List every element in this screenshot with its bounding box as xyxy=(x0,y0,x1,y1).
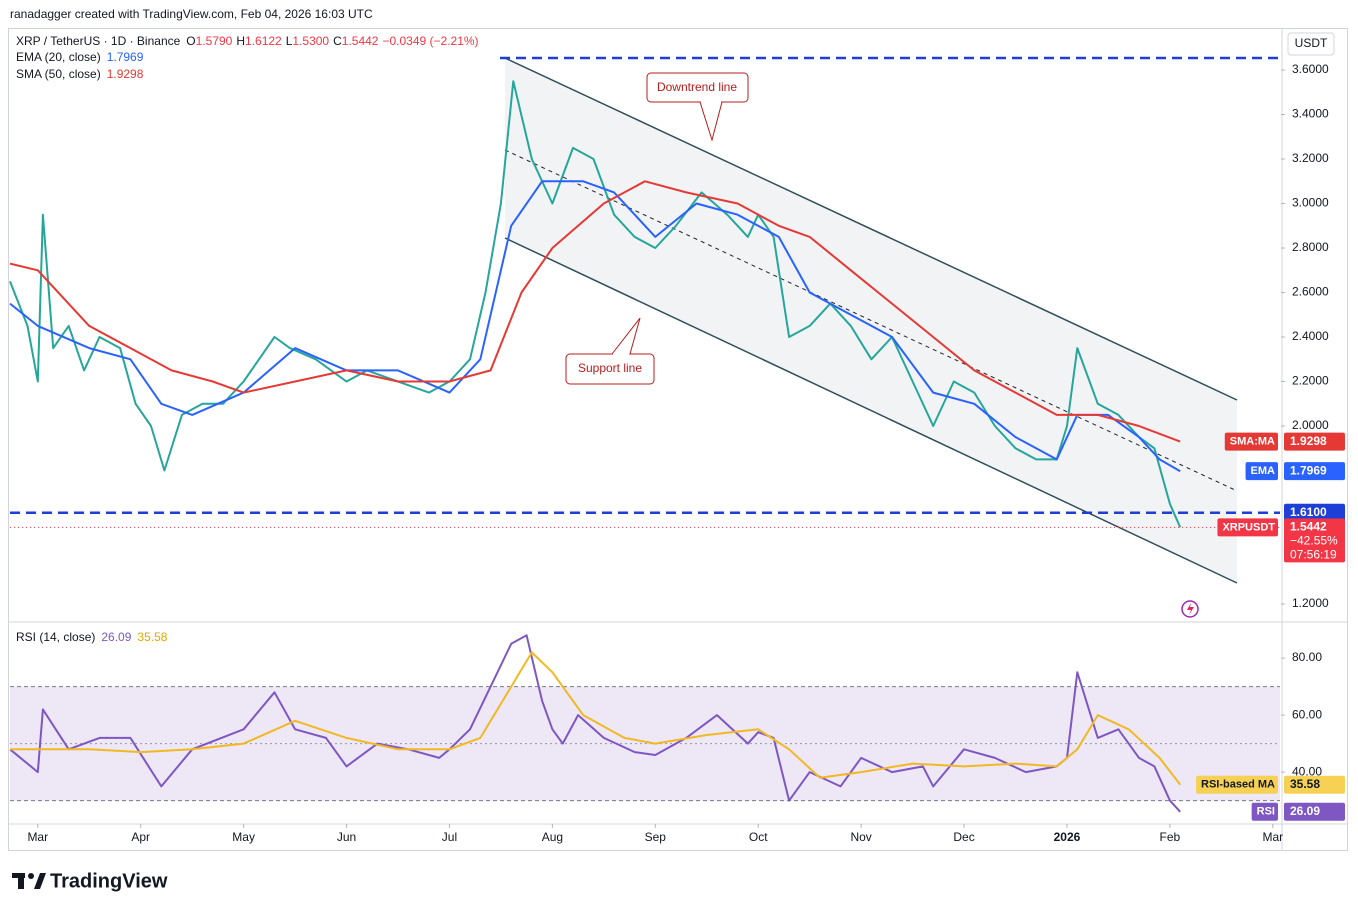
badge-name: SMA:MA xyxy=(1230,436,1275,448)
y-tick-label: 40.00 xyxy=(1292,764,1322,778)
x-tick-label: Feb xyxy=(1160,830,1181,844)
badge-name-box xyxy=(1217,518,1278,537)
x-tick-label: Apr xyxy=(131,830,150,844)
frame xyxy=(8,28,1348,851)
x-tick-label: Aug xyxy=(542,830,563,844)
y-tick-label: 60.00 xyxy=(1292,707,1322,721)
change: −0.0349 (−2.21%) xyxy=(382,34,478,48)
series-line xyxy=(10,651,1181,786)
y-tick-label: 3.2000 xyxy=(1292,151,1329,165)
series-line xyxy=(9,180,1181,443)
series-line xyxy=(9,634,1181,813)
x-tick-label: May xyxy=(232,830,255,844)
series-line xyxy=(9,180,1181,473)
badge-value: 1.9298 xyxy=(1290,434,1327,448)
y-tick-label: 2.8000 xyxy=(1292,240,1329,254)
ohlc-value: 1.6122 xyxy=(245,34,282,48)
legend-value: 35.58 xyxy=(137,630,167,644)
legend-label: EMA (20, close) xyxy=(16,50,101,64)
ohlc-value: 1.5300 xyxy=(292,34,329,48)
x-tick-label: Oct xyxy=(749,830,768,844)
annotation-box xyxy=(565,353,655,385)
legend-value: 26.09 xyxy=(101,630,131,644)
legend-label: RSI (14, close) xyxy=(16,630,95,644)
badge-value-box xyxy=(1284,775,1345,794)
y-tick-label: 80.00 xyxy=(1292,650,1322,664)
ohlc-label: C xyxy=(333,34,342,48)
y-tick-label: 1.2000 xyxy=(1292,596,1329,610)
support-line xyxy=(504,237,1238,584)
x-tick-label: 2026 xyxy=(1054,830,1081,844)
logo-part xyxy=(34,873,46,889)
symbol: XRP / TetherUS · 1D · Binance xyxy=(16,34,181,48)
annotation-pointer xyxy=(611,317,641,355)
badge-name: XRPUSDT xyxy=(1222,521,1275,533)
badge-extra: 07:56:19 xyxy=(1290,548,1337,562)
x-tick-label: Mar xyxy=(27,830,48,844)
annotation-box xyxy=(646,72,749,103)
legend-value: 1.9298 xyxy=(107,67,144,81)
x-tick-label: Jun xyxy=(337,830,356,844)
unit-label[interactable]: USDT xyxy=(1295,36,1328,50)
ohlc-label: L xyxy=(286,34,293,48)
ohlc-label: H xyxy=(236,34,245,48)
badge-value: 1.7969 xyxy=(1290,463,1327,477)
ohlc-value: 1.5790 xyxy=(196,34,233,48)
badge-value-box xyxy=(1284,802,1345,821)
badge-value: 35.58 xyxy=(1290,777,1320,791)
legend-label: SMA (50, close) xyxy=(16,67,101,81)
credit: ranadagger created with TradingView.com,… xyxy=(10,7,373,21)
badge-value-box xyxy=(1284,518,1345,563)
ohlc-value: 1.5442 xyxy=(342,34,379,48)
badge-name: RSI xyxy=(1257,806,1275,818)
badge-value-box xyxy=(1284,432,1345,451)
badge-name: RSI-based MA xyxy=(1201,779,1275,791)
badge-value: 26.09 xyxy=(1290,804,1320,818)
downtrend-line xyxy=(504,57,1238,401)
symbol-legend: XRP / TetherUS · 1D · Binance O1.5790 H1.6… xyxy=(16,34,479,48)
annotation-text: Downtrend line xyxy=(657,80,737,94)
y-tick-label: 2.6000 xyxy=(1292,285,1329,299)
brand-logo xyxy=(12,873,46,889)
x-tick-label: Sep xyxy=(645,830,667,844)
badge-name-box xyxy=(1224,432,1278,451)
y-tick-label: 3.4000 xyxy=(1292,107,1329,121)
y-tick-label: 3.6000 xyxy=(1292,62,1329,76)
badge-value-box xyxy=(1284,462,1345,481)
ema-legend: EMA (20, close) 1.7969 xyxy=(16,50,144,64)
ohlc-label: O xyxy=(186,34,195,48)
x-tick-label: Mar xyxy=(1262,830,1283,844)
alert-bolt xyxy=(1187,603,1194,615)
badge-name-box xyxy=(1251,802,1278,821)
channel-midline xyxy=(504,149,1236,491)
level-label: 1.6100 xyxy=(1290,505,1327,519)
series-line xyxy=(9,80,1182,528)
badge-extra: −42.55% xyxy=(1290,534,1338,548)
rsi-legend: RSI (14, close) 26.09 35.58 xyxy=(16,630,168,644)
x-tick-label: Nov xyxy=(850,830,871,844)
level-badge xyxy=(1284,503,1345,522)
y-tick-label: 2.4000 xyxy=(1292,329,1329,343)
unit-box[interactable] xyxy=(1287,32,1335,56)
y-tick-label: 2.2000 xyxy=(1292,374,1329,388)
logo-part xyxy=(28,873,34,879)
badge-name-box xyxy=(1245,462,1278,481)
y-tick-label: 3.0000 xyxy=(1292,196,1329,210)
annotation-pointer xyxy=(699,101,723,142)
y-tick-label: 2.0000 xyxy=(1292,418,1329,432)
x-tick-label: Dec xyxy=(953,830,974,844)
x-tick-label: Jul xyxy=(442,830,457,844)
badge-name: EMA xyxy=(1251,465,1276,477)
badge-name-box xyxy=(1196,775,1278,794)
badge-value: 1.5442 xyxy=(1290,520,1327,534)
annotation-text: Support line xyxy=(578,361,642,375)
logo-part xyxy=(18,873,24,889)
brand-name: TradingView xyxy=(50,870,168,892)
sma-legend: SMA (50, close) 1.9298 xyxy=(16,67,144,81)
legend-value: 1.7969 xyxy=(107,50,144,64)
